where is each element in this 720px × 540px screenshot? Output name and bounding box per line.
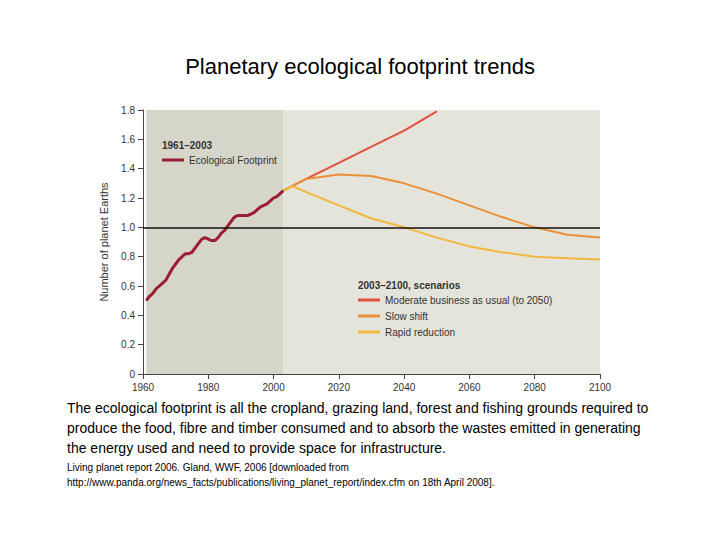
svg-text:1.8: 1.8 [121, 105, 135, 116]
svg-text:on 18th April 2008].: on 18th April 2008]. [408, 477, 494, 488]
svg-text:0: 0 [129, 369, 135, 380]
svg-text:0.2: 0.2 [121, 339, 135, 350]
svg-text:Living planet report 2006. Gla: Living planet report 2006. Gland, WWF, 2… [67, 462, 349, 473]
svg-text:The ecological footprint is al: The ecological footprint is all the crop… [67, 400, 652, 416]
svg-text:0.4: 0.4 [121, 310, 135, 321]
svg-text:1961–2003: 1961–2003 [162, 140, 212, 151]
svg-text:Planetary ecological footprint: Planetary ecological footprint trends [185, 54, 535, 79]
svg-text:2060: 2060 [458, 382, 481, 393]
svg-text:http://www.panda.org/news_fact: http://www.panda.org/news_facts/publicat… [67, 477, 405, 488]
svg-text:1.0: 1.0 [121, 222, 135, 233]
svg-text:1.6: 1.6 [121, 134, 135, 145]
svg-text:1980: 1980 [197, 382, 220, 393]
svg-text:2100: 2100 [589, 382, 612, 393]
svg-text:2020: 2020 [328, 382, 351, 393]
svg-text:Rapid reduction: Rapid reduction [385, 327, 455, 338]
svg-text:1960: 1960 [132, 382, 155, 393]
svg-text:Moderate business as usual (to: Moderate business as usual (to 2050) [385, 295, 552, 306]
svg-text:1.4: 1.4 [121, 163, 135, 174]
svg-text:0.8: 0.8 [121, 251, 135, 262]
svg-text:1.2: 1.2 [121, 193, 135, 204]
svg-text:2080: 2080 [524, 382, 547, 393]
svg-text:Ecological Footprint: Ecological Footprint [189, 155, 277, 166]
svg-text:2040: 2040 [393, 382, 416, 393]
svg-text:0.6: 0.6 [121, 281, 135, 292]
svg-text:Slow shift: Slow shift [385, 311, 428, 322]
svg-text:2003–2100, scenarios: 2003–2100, scenarios [358, 280, 461, 291]
svg-text:Number of planet Earths: Number of planet Earths [98, 182, 110, 302]
svg-text:produce the food, fibre and ti: produce the food, fibre and timber consu… [67, 420, 644, 436]
svg-text:the energy used and need to pr: the energy used and need to provide spac… [67, 440, 446, 456]
svg-text:2000: 2000 [262, 382, 285, 393]
